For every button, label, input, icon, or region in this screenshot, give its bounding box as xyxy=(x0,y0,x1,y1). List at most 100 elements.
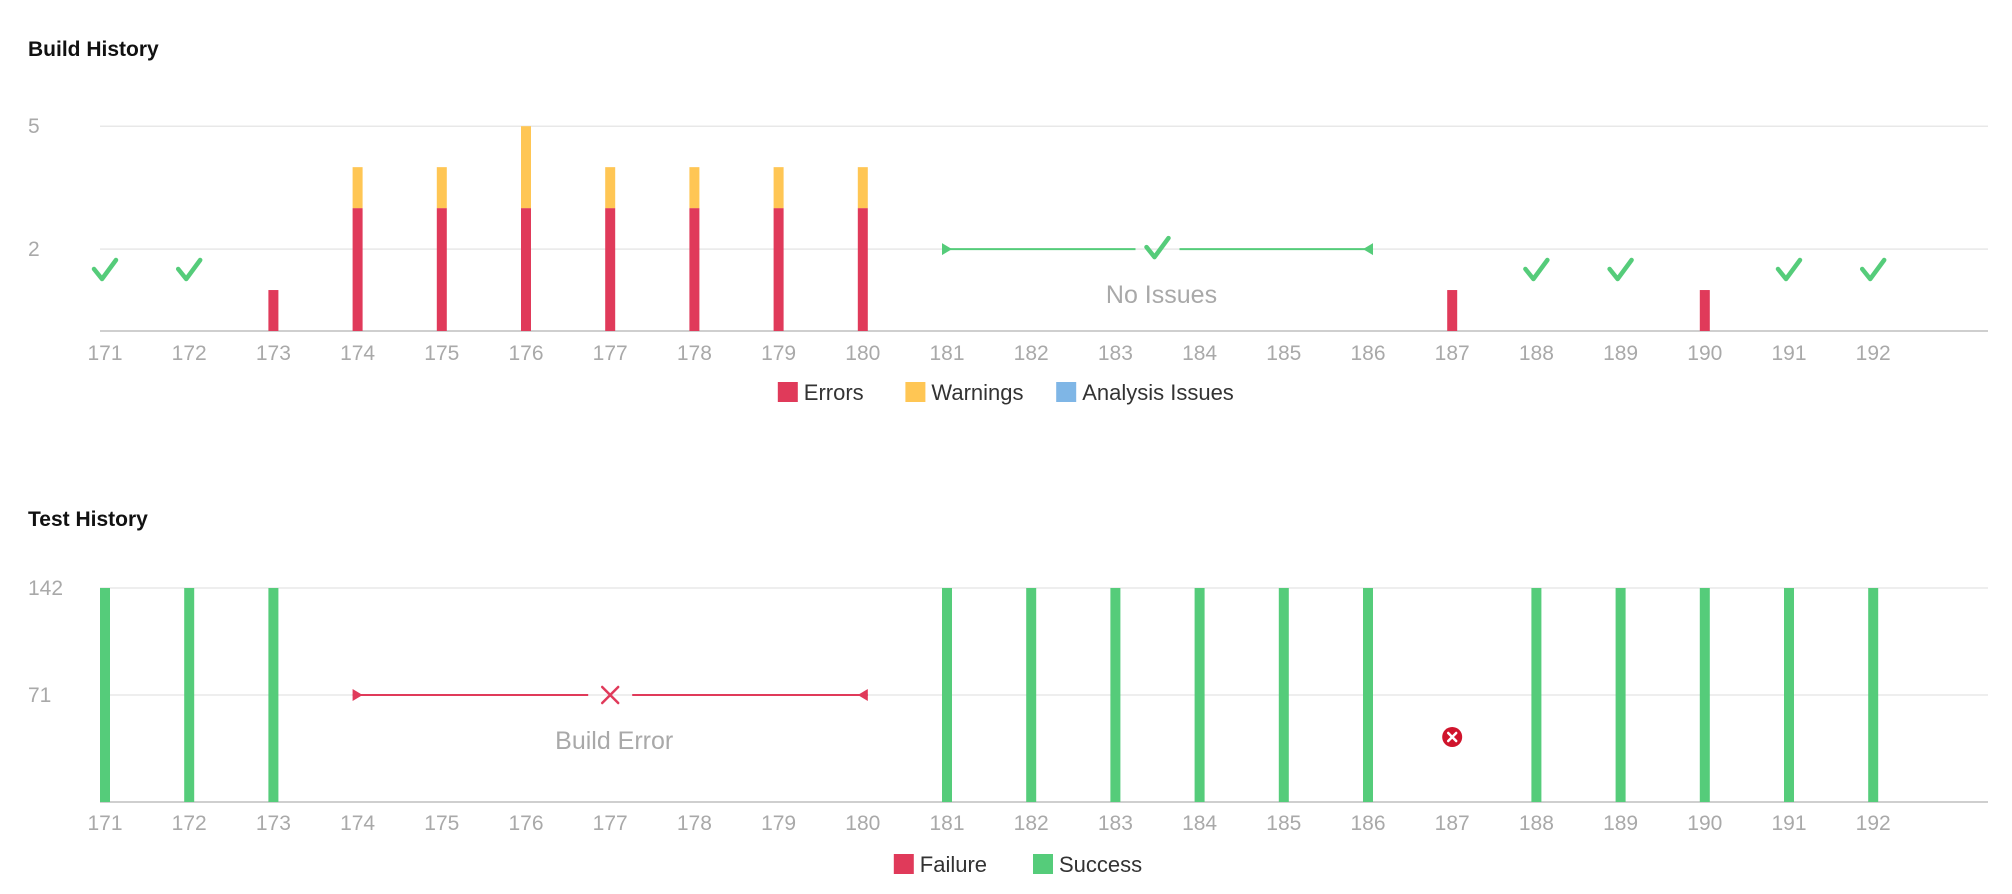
test-range-arrow-left-icon xyxy=(352,689,363,701)
test-y-tick-label: 71 xyxy=(28,684,51,707)
build-success-check-icon xyxy=(1523,257,1550,282)
build-bar-warnings xyxy=(689,167,700,209)
test-x-tick-label: 178 xyxy=(677,812,712,835)
test-y-tick-label: 142 xyxy=(28,577,63,600)
test-legend-label: Failure xyxy=(920,852,987,877)
build-history-title: Build History xyxy=(28,38,159,61)
test-x-tick-label: 180 xyxy=(845,812,880,835)
test-x-tick-label: 187 xyxy=(1435,812,1470,835)
build-y-tick-label: 2 xyxy=(28,238,40,261)
test-x-tick-label: 172 xyxy=(172,812,207,835)
build-y-tick-label: 5 xyxy=(28,115,40,138)
build-x-tick-label: 172 xyxy=(172,342,207,365)
test-x-tick-label: 174 xyxy=(340,812,375,835)
build-x-tick-label: 179 xyxy=(761,342,796,365)
test-bar-success xyxy=(1784,588,1794,802)
build-bar-errors xyxy=(352,208,363,331)
build-x-tick-label: 171 xyxy=(87,342,122,365)
build-x-tick-label: 183 xyxy=(1098,342,1133,365)
build-bar-warnings xyxy=(605,167,616,209)
build-bar-warnings xyxy=(773,167,784,209)
test-x-tick-label: 177 xyxy=(593,812,628,835)
build-x-tick-label: 184 xyxy=(1182,342,1217,365)
test-bar-success xyxy=(1531,588,1542,802)
test-bar-success xyxy=(1110,588,1121,802)
test-x-tick-label: 176 xyxy=(508,812,543,835)
build-legend-swatch-warnings xyxy=(905,382,926,402)
build-x-tick-label: 176 xyxy=(508,342,543,365)
build-x-tick-label: 192 xyxy=(1856,342,1891,365)
test-x-tick-label: 188 xyxy=(1519,812,1554,835)
test-x-tick-label: 182 xyxy=(1014,812,1049,835)
build-range-label: No Issues xyxy=(1106,281,1217,309)
test-legend-label: Success xyxy=(1059,852,1142,877)
build-x-tick-label: 178 xyxy=(677,342,712,365)
test-x-tick-label: 179 xyxy=(761,812,796,835)
test-bar-success xyxy=(1026,588,1037,802)
build-range-arrow-right-icon xyxy=(1363,243,1373,256)
build-x-tick-label: 185 xyxy=(1266,342,1301,365)
build-x-tick-label: 180 xyxy=(845,342,880,365)
build-success-check-icon xyxy=(1775,257,1803,282)
build-x-tick-label: 174 xyxy=(340,342,375,365)
test-bar-success xyxy=(1615,588,1626,802)
build-x-tick-label: 181 xyxy=(929,342,964,365)
build-bar-errors xyxy=(689,208,700,331)
test-x-tick-label: 181 xyxy=(929,812,964,835)
build-bar-errors xyxy=(773,208,784,331)
test-x-tick-label: 186 xyxy=(1350,812,1385,835)
test-x-tick-label: 191 xyxy=(1771,812,1806,835)
build-range-arrow-left-icon xyxy=(942,243,952,256)
build-x-tick-label: 191 xyxy=(1771,342,1806,365)
build-legend-label: Errors xyxy=(804,380,864,405)
test-x-tick-label: 173 xyxy=(256,812,291,835)
build-x-tick-label: 189 xyxy=(1603,342,1638,365)
test-x-tick-label: 175 xyxy=(424,812,459,835)
build-bar-errors xyxy=(521,208,531,331)
build-legend-swatch-errors xyxy=(777,382,798,402)
test-x-tick-label: 192 xyxy=(1856,812,1891,835)
build-bar-errors xyxy=(1699,290,1710,331)
test-bar-success xyxy=(100,588,110,802)
build-x-tick-label: 188 xyxy=(1519,342,1554,365)
build-x-tick-label: 173 xyxy=(256,342,291,365)
build-x-tick-label: 187 xyxy=(1435,342,1470,365)
build-bar-errors xyxy=(857,208,868,331)
build-legend-label: Analysis Issues xyxy=(1082,380,1234,405)
test-legend-swatch-success xyxy=(1033,854,1053,874)
build-x-tick-label: 175 xyxy=(424,342,459,365)
build-bar-warnings xyxy=(521,126,531,209)
test-history-title: Test History xyxy=(28,508,148,531)
build-x-tick-label: 190 xyxy=(1687,342,1722,365)
test-bar-success xyxy=(184,588,195,802)
build-bar-errors xyxy=(436,208,447,331)
build-range-check-icon xyxy=(1144,235,1171,260)
build-bar-warnings xyxy=(857,167,868,209)
test-bar-success xyxy=(1194,588,1205,802)
build-legend-label: Warnings xyxy=(931,380,1023,405)
build-bar-warnings xyxy=(436,167,447,209)
build-legend-swatch-analysis-issues xyxy=(1056,382,1077,402)
build-bar-errors xyxy=(268,290,279,331)
test-x-tick-label: 189 xyxy=(1603,812,1638,835)
test-bar-success xyxy=(1868,588,1879,802)
test-range-arrow-right-icon xyxy=(857,689,868,701)
build-x-tick-label: 177 xyxy=(593,342,628,365)
test-x-tick-label: 185 xyxy=(1266,812,1301,835)
test-bar-success xyxy=(1278,588,1289,802)
build-success-check-icon xyxy=(1859,257,1887,282)
test-x-tick-label: 183 xyxy=(1098,812,1133,835)
build-success-check-icon xyxy=(91,257,119,282)
build-bar-errors xyxy=(1447,290,1458,331)
test-failure-x-glyph xyxy=(1446,731,1458,743)
build-success-check-icon xyxy=(175,257,203,282)
test-range-cross-icon xyxy=(600,685,620,705)
test-bar-success xyxy=(1699,588,1710,802)
build-bar-errors xyxy=(605,208,616,331)
build-bar-warnings xyxy=(352,167,363,209)
test-bar-success xyxy=(942,588,952,802)
build-x-tick-label: 186 xyxy=(1350,342,1385,365)
build-success-check-icon xyxy=(1607,257,1634,282)
test-bar-success xyxy=(268,588,279,802)
